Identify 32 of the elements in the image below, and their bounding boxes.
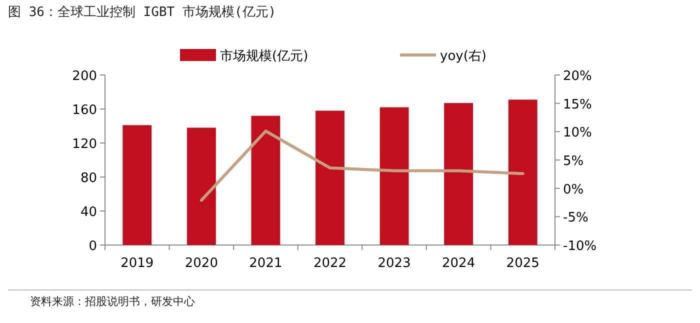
y-tick-label: 200: [72, 69, 97, 84]
y2-tick-label: -10%: [563, 239, 597, 254]
x-tick-label: 2024: [442, 256, 476, 271]
x-tick-label: 2023: [378, 256, 411, 271]
bar: [122, 125, 152, 245]
y-tick-label: 120: [72, 137, 97, 152]
y-tick-label: 0: [88, 239, 97, 254]
line-series: [200, 130, 524, 202]
x-tick-label: 2019: [120, 256, 154, 271]
x-tick-label: 2025: [506, 256, 540, 271]
y2-tick-label: 15%: [563, 97, 592, 112]
bar: [444, 103, 474, 245]
y2-tick-label: -5%: [563, 210, 588, 226]
legend-label: yoy(右): [440, 49, 486, 64]
bar: [316, 110, 344, 245]
y2-tick-label: 20%: [563, 69, 592, 84]
y2-tick-label: 5%: [563, 154, 584, 169]
bar: [380, 107, 409, 245]
y-tick-label: 80: [80, 171, 97, 186]
y-tick-label: 160: [72, 103, 97, 118]
bar: [251, 116, 280, 245]
y-tick-label: 40: [80, 205, 97, 220]
legend-label: 市场规模(亿元): [220, 49, 308, 64]
bar: [508, 100, 538, 245]
y2-tick-label: 0%: [563, 182, 584, 198]
x-tick-label: 2022: [313, 256, 347, 271]
bar: [186, 128, 216, 245]
y2-tick-label: 10%: [563, 126, 592, 141]
x-tick-label: 2020: [184, 256, 218, 271]
x-tick-label: 2021: [249, 256, 282, 271]
chart-title: 图 36：全球工业控制 IGBT 市场规模(亿元): [8, 5, 276, 20]
text: 资料来源：招股说明书，研发中心: [30, 295, 195, 308]
